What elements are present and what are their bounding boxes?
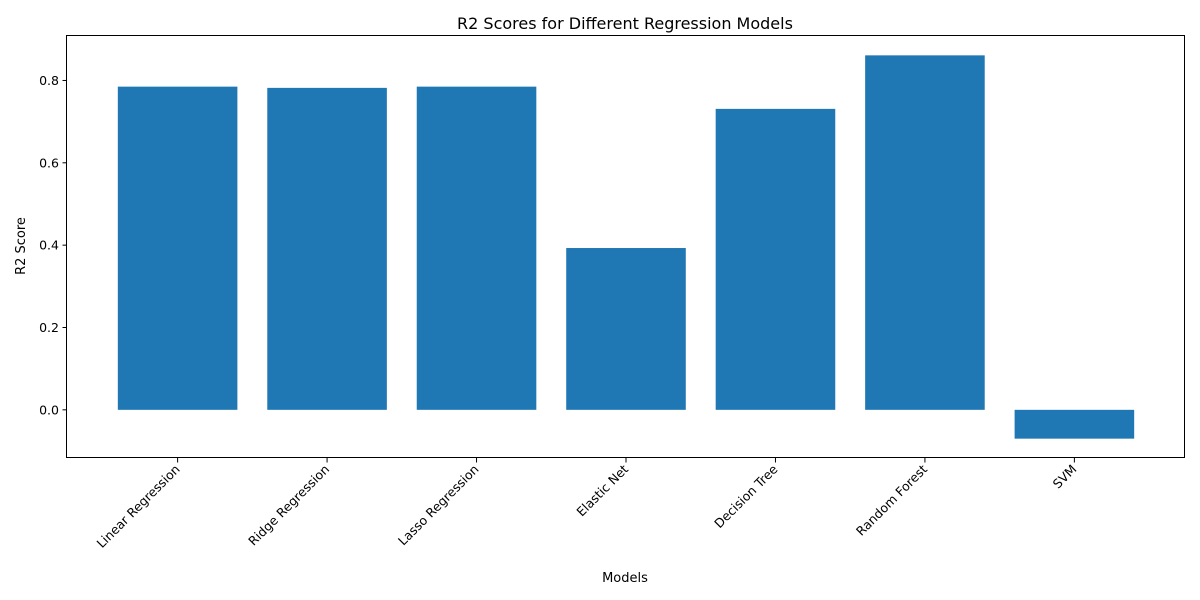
bar-random-forest xyxy=(865,55,985,410)
bar-decision-tree xyxy=(715,108,836,410)
y-tick-label: 0.2 xyxy=(39,320,59,335)
plot-frame xyxy=(66,35,1185,458)
y-tick-label: 0.0 xyxy=(39,402,59,417)
x-axis-label: Models xyxy=(602,571,648,586)
bar-elastic-net xyxy=(566,248,686,410)
y-tick-label: 0.8 xyxy=(39,73,59,88)
bar-linear-regression xyxy=(117,86,238,410)
bars-group xyxy=(117,55,1135,439)
chart-title: R2 Scores for Different Regression Model… xyxy=(457,14,793,33)
y-axis-label: R2 Score xyxy=(14,217,29,275)
y-tick-label: 0.4 xyxy=(39,238,59,253)
bar-ridge-regression xyxy=(267,87,387,410)
bar-lasso-regression xyxy=(416,86,537,410)
y-tick-label: 0.6 xyxy=(39,155,59,170)
y-ticks-group: 0.0 0.2 0.4 0.6 0.8 xyxy=(39,73,67,417)
bar-svm xyxy=(1014,409,1135,439)
